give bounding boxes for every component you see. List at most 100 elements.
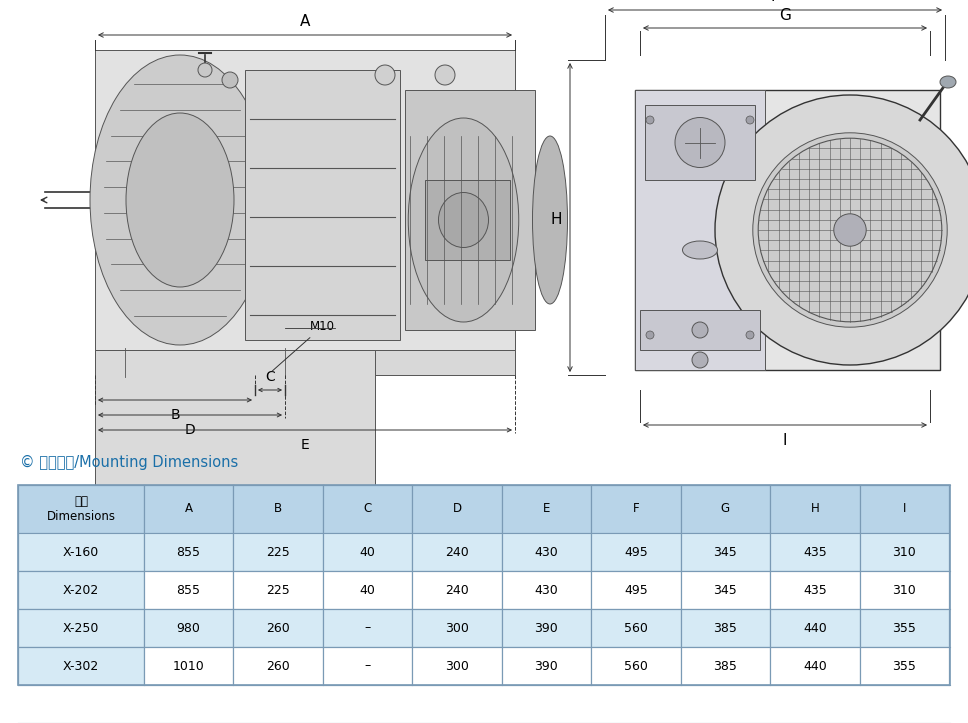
Text: 440: 440 — [803, 622, 827, 635]
Text: 260: 260 — [266, 659, 289, 672]
Text: B: B — [170, 408, 180, 422]
Bar — [233, 485, 322, 533]
Bar — [591, 485, 681, 533]
Text: X-250: X-250 — [63, 622, 99, 635]
Text: D: D — [452, 502, 462, 515]
Bar — [640, 310, 760, 350]
Bar — [860, 533, 949, 571]
Bar — [18, 609, 144, 647]
Ellipse shape — [940, 76, 956, 88]
Circle shape — [646, 116, 654, 124]
Text: I: I — [783, 433, 787, 448]
Bar — [245, 70, 400, 340]
Text: X-160: X-160 — [63, 545, 99, 558]
Text: 560: 560 — [624, 622, 648, 635]
Bar — [501, 609, 591, 647]
Bar — [635, 90, 940, 370]
Bar — [144, 485, 233, 533]
Bar — [860, 571, 949, 609]
Ellipse shape — [532, 136, 567, 304]
Bar — [95, 350, 515, 375]
Bar — [501, 647, 591, 685]
Text: 1010: 1010 — [172, 659, 204, 672]
Text: –: – — [364, 622, 371, 635]
Text: 390: 390 — [534, 622, 559, 635]
Bar — [233, 647, 322, 685]
Bar — [412, 485, 501, 533]
Bar — [233, 609, 322, 647]
Bar — [771, 647, 860, 685]
Bar — [233, 571, 322, 609]
Text: E: E — [301, 438, 310, 452]
Bar — [322, 647, 412, 685]
Ellipse shape — [90, 55, 270, 345]
Bar — [322, 609, 412, 647]
Text: F: F — [633, 502, 639, 515]
Text: 310: 310 — [892, 583, 916, 596]
Bar — [860, 609, 949, 647]
Bar — [771, 533, 860, 571]
Bar — [18, 647, 144, 685]
Text: 40: 40 — [359, 583, 376, 596]
Text: A: A — [300, 14, 310, 29]
Circle shape — [715, 95, 968, 365]
Text: 435: 435 — [803, 545, 827, 558]
Bar — [412, 647, 501, 685]
Text: H: H — [810, 502, 819, 515]
Text: 40: 40 — [359, 545, 376, 558]
Circle shape — [222, 72, 238, 88]
Text: H: H — [551, 213, 562, 228]
Text: 440: 440 — [803, 659, 827, 672]
Bar — [771, 571, 860, 609]
Bar — [144, 571, 233, 609]
Circle shape — [833, 214, 866, 247]
Text: E: E — [543, 502, 550, 515]
Bar — [95, 350, 375, 640]
Bar — [501, 533, 591, 571]
Text: 240: 240 — [445, 545, 469, 558]
Bar — [412, 609, 501, 647]
Ellipse shape — [126, 113, 234, 287]
Text: A: A — [185, 502, 193, 515]
Circle shape — [692, 322, 708, 338]
Text: 435: 435 — [803, 583, 827, 596]
Text: X-302: X-302 — [63, 659, 99, 672]
Text: 495: 495 — [624, 545, 648, 558]
Bar — [233, 533, 322, 571]
Text: 300: 300 — [445, 622, 469, 635]
Bar — [681, 485, 771, 533]
Bar — [412, 571, 501, 609]
Bar — [18, 571, 144, 609]
Bar — [860, 647, 949, 685]
Bar — [322, 571, 412, 609]
Text: 560: 560 — [624, 659, 648, 672]
Text: 300: 300 — [445, 659, 469, 672]
Circle shape — [435, 65, 455, 85]
Bar — [771, 609, 860, 647]
Text: X-202: X-202 — [63, 583, 99, 596]
Text: G: G — [721, 502, 730, 515]
Bar — [144, 533, 233, 571]
Ellipse shape — [682, 241, 717, 259]
Bar — [18, 485, 144, 533]
Text: 310: 310 — [892, 545, 916, 558]
Text: 355: 355 — [892, 659, 917, 672]
Bar — [501, 485, 591, 533]
Bar — [425, 180, 510, 260]
Text: 430: 430 — [534, 583, 559, 596]
Bar — [591, 647, 681, 685]
Bar — [18, 533, 144, 571]
Text: 345: 345 — [713, 545, 738, 558]
Bar — [322, 485, 412, 533]
Circle shape — [746, 116, 754, 124]
Circle shape — [753, 133, 948, 328]
Bar — [681, 533, 771, 571]
Circle shape — [746, 331, 754, 339]
Bar — [860, 485, 949, 533]
Bar — [591, 571, 681, 609]
Bar — [645, 105, 755, 180]
Text: 355: 355 — [892, 622, 917, 635]
Text: 385: 385 — [713, 659, 738, 672]
Text: 385: 385 — [713, 622, 738, 635]
Ellipse shape — [408, 118, 519, 322]
